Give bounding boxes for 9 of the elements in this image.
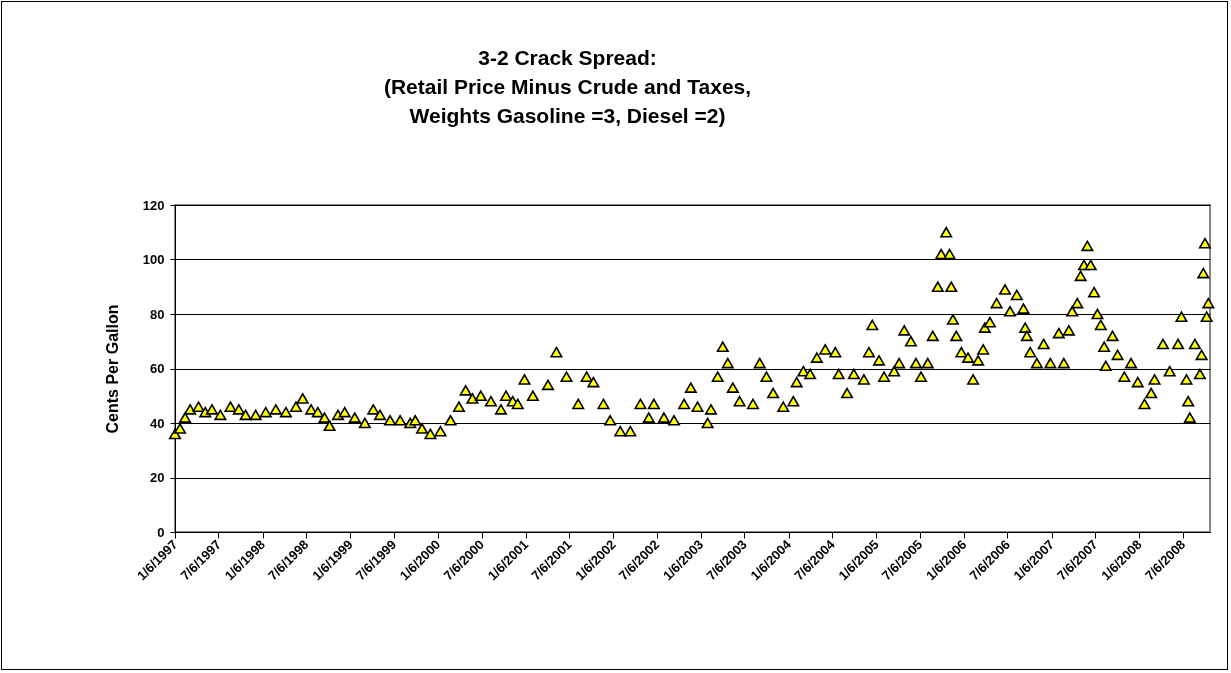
y-tick-label: 60 <box>150 361 165 376</box>
y-tick-label: 20 <box>150 470 165 485</box>
y-tick-label: 40 <box>150 415 165 431</box>
y-axis-title: Cents Per Gallon <box>103 304 121 434</box>
y-tick-label: 0 <box>157 524 165 540</box>
y-tick-label: 100 <box>142 252 165 267</box>
y-tick-label: 80 <box>150 306 165 322</box>
y-tick-label: 120 <box>142 197 165 213</box>
chart-title: 3-2 Crack Spread: (Retail Price Minus Crude and Taxes, Weights Gasoline =3, Diesel =2) <box>383 46 752 127</box>
